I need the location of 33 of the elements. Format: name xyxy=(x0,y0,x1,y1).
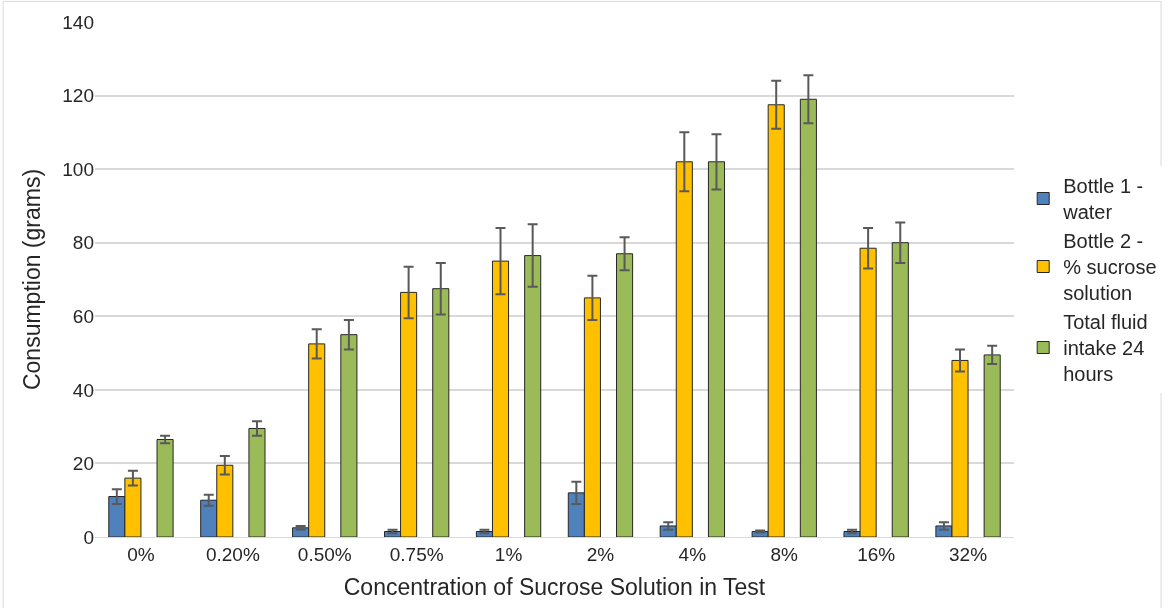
y-tick-label: 60 xyxy=(72,305,94,327)
y-tick-label: 100 xyxy=(62,158,94,180)
bar xyxy=(891,242,909,537)
bar xyxy=(707,161,726,537)
legend-label: Bottle 2 - % sucrose solution xyxy=(1063,230,1157,305)
bar xyxy=(524,255,542,537)
x-tick-label: 0% xyxy=(127,543,155,565)
x-tick-label: 8% xyxy=(770,543,799,565)
x-tick-label: 32% xyxy=(949,543,988,565)
bar xyxy=(432,288,450,537)
bar xyxy=(799,98,817,537)
y-tick-label: 80 xyxy=(72,232,94,254)
bar xyxy=(616,253,634,537)
x-tick-label: 0.75% xyxy=(389,543,444,565)
y-axis-title: Consumption (grams) xyxy=(18,168,45,391)
y-tick-label: 120 xyxy=(62,85,94,107)
x-tick-label: 0.20% xyxy=(205,543,260,565)
bar xyxy=(340,334,358,537)
x-tick-label: 0.50% xyxy=(297,543,352,565)
bar xyxy=(983,354,1001,537)
x-tick-label: 4% xyxy=(678,543,707,565)
bar xyxy=(156,439,174,537)
y-tick-label: 20 xyxy=(72,453,94,475)
y-tick-label: 140 xyxy=(62,11,94,33)
x-tick-label: 2% xyxy=(586,543,615,565)
x-tick-label: 16% xyxy=(857,543,896,565)
bar xyxy=(248,427,266,537)
legend-label: Bottle 1 - water xyxy=(1062,175,1144,224)
y-tick-label: 40 xyxy=(72,379,94,401)
y-tick-label: 0 xyxy=(83,526,94,548)
x-axis-title: Concentration of Sucrose Solution in Test xyxy=(343,574,766,601)
x-tick-label: 1% xyxy=(494,543,523,565)
legend-label: Total fluid intake 24 hours xyxy=(1063,311,1148,386)
